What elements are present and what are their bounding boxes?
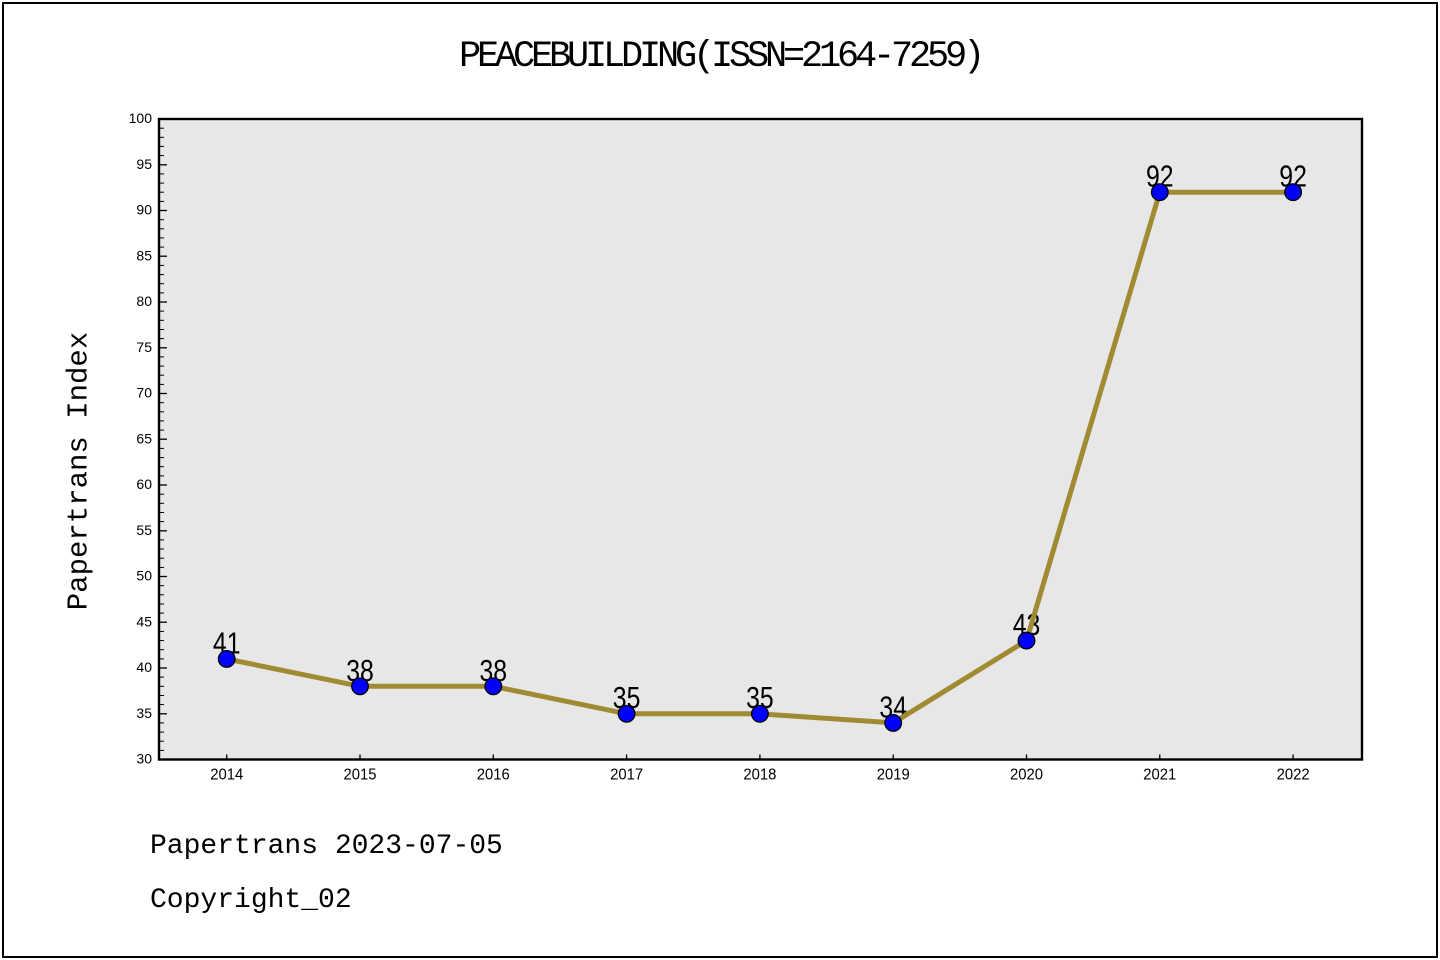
svg-text:2019: 2019 xyxy=(877,767,910,784)
svg-text:2018: 2018 xyxy=(743,767,776,784)
svg-text:60: 60 xyxy=(136,476,152,492)
svg-text:45: 45 xyxy=(136,614,152,630)
svg-text:2022: 2022 xyxy=(1277,767,1310,784)
svg-text:75: 75 xyxy=(136,339,152,355)
svg-text:40: 40 xyxy=(136,659,152,675)
svg-text:55: 55 xyxy=(136,522,152,538)
svg-text:2015: 2015 xyxy=(344,767,377,784)
svg-text:50: 50 xyxy=(136,568,152,584)
svg-text:70: 70 xyxy=(136,385,152,401)
svg-text:95: 95 xyxy=(136,156,152,172)
svg-text:100: 100 xyxy=(129,110,153,126)
svg-text:65: 65 xyxy=(136,431,152,447)
svg-text:35: 35 xyxy=(136,705,152,721)
svg-text:2014: 2014 xyxy=(210,767,243,784)
svg-text:2016: 2016 xyxy=(477,767,510,784)
svg-text:85: 85 xyxy=(136,248,152,264)
svg-text:2017: 2017 xyxy=(610,767,643,784)
svg-text:2020: 2020 xyxy=(1010,767,1043,784)
svg-text:2021: 2021 xyxy=(1143,767,1176,784)
svg-text:30: 30 xyxy=(136,751,152,767)
svg-text:90: 90 xyxy=(136,202,152,218)
svg-text:80: 80 xyxy=(136,293,152,309)
